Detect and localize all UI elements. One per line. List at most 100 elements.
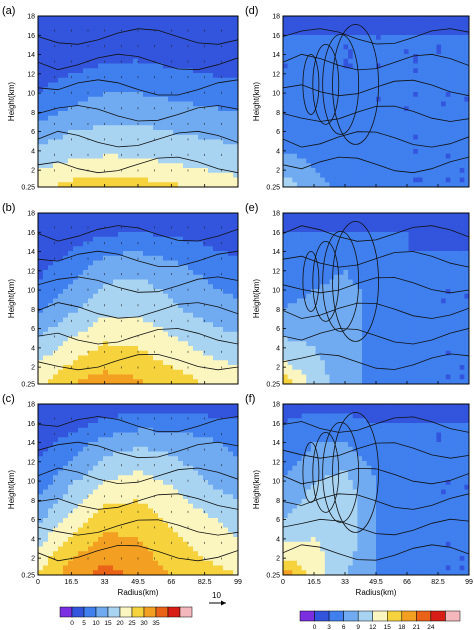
heatmap-cell [193, 423, 199, 429]
heatmap-cell [193, 303, 199, 309]
heatmap-cell [233, 350, 238, 357]
heatmap-cell [63, 537, 69, 543]
heatmap-cell [233, 153, 238, 160]
heatmap-cell [98, 20, 104, 27]
heatmap-cell [68, 522, 74, 529]
heatmap-cell [158, 303, 164, 309]
heatmap-cell [223, 149, 229, 155]
heatmap-cell [68, 470, 74, 476]
heatmap-cell [158, 418, 164, 424]
heatmap-cell [183, 58, 189, 65]
heatmap-cell [223, 413, 229, 419]
heatmap-cell [158, 87, 164, 93]
heatmap-cell [138, 369, 144, 376]
heatmap-cell [118, 20, 124, 27]
heatmap-cell [168, 484, 174, 491]
heatmap-cell [163, 260, 169, 266]
heatmap-cell [78, 442, 84, 448]
heatmap-cell [213, 331, 219, 338]
heatmap-cell [168, 365, 174, 371]
heatmap-cell [73, 284, 79, 290]
heatmap-cell [88, 73, 94, 79]
y-tick-label: 0.25 [21, 573, 35, 580]
heatmap-cell [301, 168, 307, 174]
heatmap-cell [123, 570, 129, 575]
heatmap-cell [113, 274, 119, 281]
heatmap-cell [93, 153, 99, 160]
heatmap-cell [123, 96, 129, 103]
heatmap-cell [223, 350, 229, 357]
heatmap-cell [213, 341, 219, 347]
heatmap-cell [188, 308, 194, 314]
heatmap-cell [113, 413, 119, 419]
heatmap-cell [103, 39, 109, 46]
heatmap-cell [48, 546, 54, 552]
heatmap-cell [118, 470, 124, 476]
heatmap-cell [103, 92, 109, 98]
heatmap-cell [153, 413, 159, 419]
heatmap-cell [73, 153, 79, 160]
heatmap-cell [173, 227, 179, 233]
heatmap-cell [103, 408, 109, 415]
heatmap-cell [63, 30, 69, 36]
heatmap-cell [118, 355, 124, 361]
heatmap-cell [153, 365, 159, 371]
heatmap-cell [68, 168, 74, 174]
heatmap-cell [296, 35, 303, 41]
heatmap-cell [73, 30, 79, 36]
heatmap-cell [73, 432, 79, 438]
heatmap-cell [218, 120, 224, 126]
heatmap-cell [223, 153, 229, 160]
heatmap-cell [68, 432, 74, 438]
heatmap-cell [103, 551, 109, 557]
heatmap-cell [168, 255, 174, 262]
heatmap-cell [203, 513, 209, 519]
heatmap-cell [53, 279, 59, 285]
heatmap-cell [158, 120, 164, 126]
heatmap-cell [193, 260, 199, 266]
heatmap-cell [198, 365, 204, 371]
heatmap-cell [53, 442, 59, 448]
heatmap-cell [58, 541, 64, 548]
heatmap-cell [198, 537, 204, 543]
heatmap-cell [38, 532, 44, 538]
heatmap-cell [148, 63, 154, 69]
heatmap-cell [203, 289, 209, 295]
heatmap-cell [148, 182, 154, 187]
heatmap-cell [83, 298, 89, 304]
heatmap-cell [218, 172, 224, 179]
heatmap-cell [58, 308, 64, 314]
heatmap-cell [138, 556, 144, 562]
heatmap-cell [88, 130, 94, 136]
heatmap-cell [213, 134, 219, 141]
heatmap-cell [218, 255, 224, 262]
heatmap-cell [193, 77, 199, 84]
heatmap-cell [133, 308, 139, 314]
heatmap-cell [48, 68, 54, 74]
heatmap-cell [143, 537, 149, 543]
heatmap-cell [138, 413, 144, 419]
heatmap-cell [148, 465, 154, 472]
heatmap-cell [188, 168, 194, 174]
heatmap-cell [123, 565, 129, 571]
heatmap-cell [58, 279, 64, 285]
heatmap-cell [158, 404, 164, 410]
heatmap-cell [123, 35, 129, 41]
heatmap-cell [53, 570, 59, 575]
heatmap-cell [43, 432, 49, 438]
heatmap-cell [143, 404, 149, 410]
heatmap-cell [83, 265, 89, 271]
heatmap-cell [178, 303, 184, 309]
heatmap-cell [98, 227, 104, 233]
heatmap-cell [118, 360, 124, 366]
heatmap-cell [183, 379, 189, 384]
heatmap-cell [218, 365, 224, 371]
heatmap-cell [73, 374, 79, 380]
heatmap-cell [306, 77, 312, 84]
heatmap-cell [138, 327, 144, 333]
heatmap-cell [163, 68, 169, 74]
heatmap-cell [213, 153, 219, 160]
heatmap-cell [173, 556, 179, 562]
heatmap-cell [301, 111, 307, 117]
